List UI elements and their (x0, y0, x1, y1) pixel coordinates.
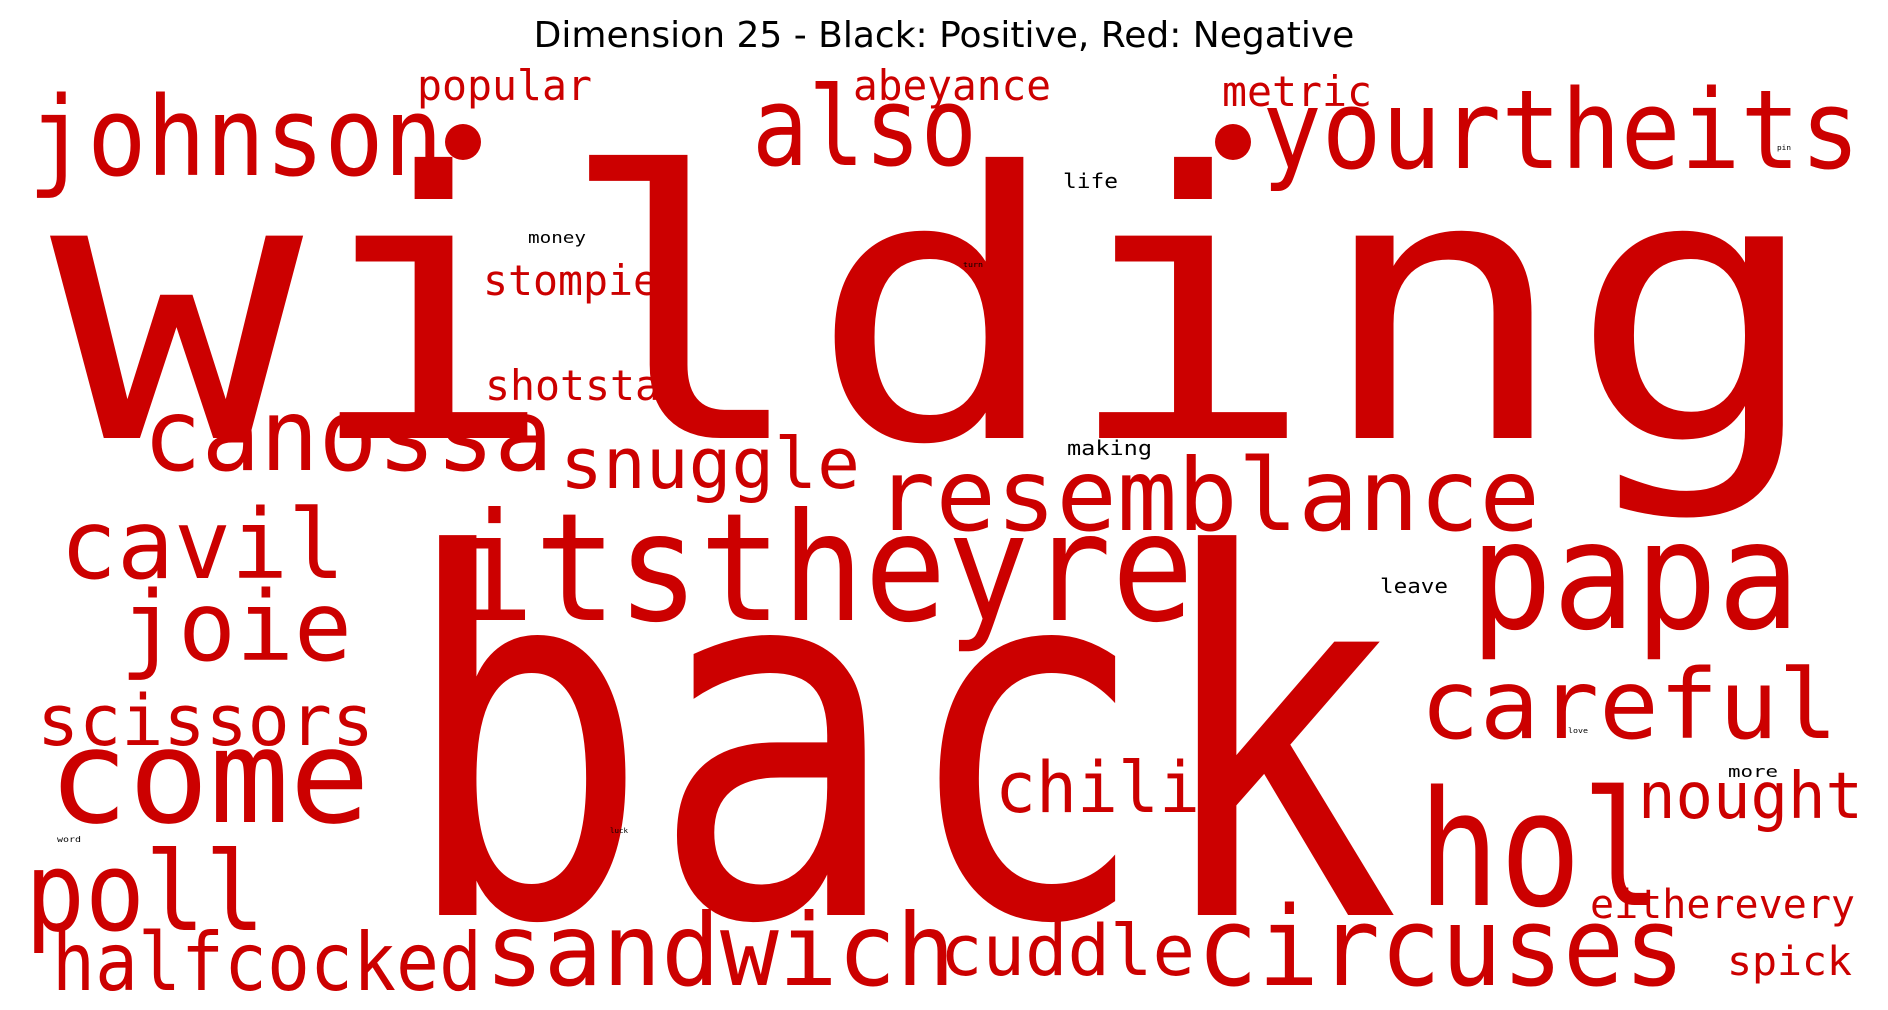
word-also: also (752, 63, 977, 191)
word-careful: careful (1420, 649, 1838, 761)
word-money: money (528, 228, 586, 247)
word-resemblance: resemblance (875, 437, 1540, 554)
word-scissors: scissors (37, 680, 374, 762)
word-circuses: circuses (1197, 883, 1685, 1010)
word-metric: metric (1222, 67, 1372, 116)
word-poll: poll (25, 828, 265, 956)
word-joie: joie (120, 571, 352, 683)
word-snuggle: snuggle (560, 423, 860, 505)
word-yourtheits: yourtheits (1262, 66, 1860, 194)
word-life: life (1063, 169, 1118, 193)
word-popular: popular (417, 61, 592, 110)
word-cuddle: cuddle (940, 910, 1195, 992)
word-halfcocked: halfcocked (52, 916, 482, 1009)
word-hol: hol (1418, 756, 1663, 943)
cloud-dot (445, 124, 481, 160)
word-sandwich: sandwich (485, 892, 955, 1009)
word-shotstab: shotstab (485, 361, 685, 410)
word-wilding: wilding (50, 96, 1822, 526)
word-cavil: cavil (60, 489, 345, 601)
word-chili: chili (995, 747, 1200, 829)
word-itstheyre: itstheyre (452, 482, 1194, 656)
word-love: love (1568, 727, 1588, 735)
word-stompies: stompies (483, 256, 683, 305)
word-word: word (57, 835, 81, 844)
word-nought: nought (1638, 760, 1863, 834)
cloud-dot (1215, 124, 1251, 160)
word-spick: spick (1727, 939, 1852, 985)
word-johnson: johnson (28, 73, 443, 201)
word-come: come (48, 701, 370, 853)
word-luck: luck (610, 827, 629, 835)
word-eitherevery: eitherevery (1590, 882, 1855, 928)
word-back: back (400, 451, 1400, 1010)
word-pin: pin (1777, 144, 1791, 152)
word-canossa: canossa (143, 377, 553, 494)
word-papa: papa (1470, 490, 1800, 664)
word-making: making (1067, 436, 1152, 460)
word-more: more (1728, 762, 1778, 781)
word-leave: leave (1380, 574, 1448, 598)
word-abeyance: abeyance (853, 61, 1051, 110)
chart-title: Dimension 25 - Black: Positive, Red: Neg… (533, 15, 1355, 56)
word-turn: turn (963, 261, 983, 269)
